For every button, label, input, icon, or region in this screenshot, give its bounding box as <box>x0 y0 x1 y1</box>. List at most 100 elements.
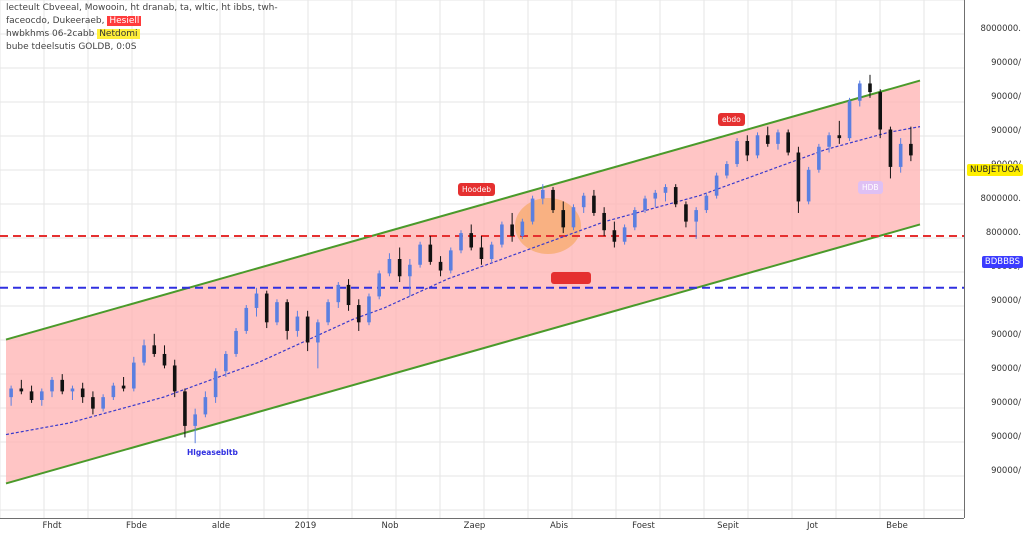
time-tick-label: Fhdt <box>42 521 62 531</box>
candle-body <box>91 397 95 409</box>
candle-body <box>142 345 146 363</box>
candle-body <box>448 250 453 271</box>
channel-lower-line <box>5 223 921 485</box>
candle-body <box>551 189 555 211</box>
annotation-tag-a[interactable]: Hoodeb <box>458 183 495 196</box>
candle-body <box>592 195 596 213</box>
candle-body <box>561 210 566 228</box>
candle-body <box>847 100 852 139</box>
candle-body <box>489 244 494 259</box>
candle-body <box>714 175 719 196</box>
price-tag-support: BDBBBS <box>981 256 1023 268</box>
time-tick-label: Abis <box>549 521 569 531</box>
chart-area[interactable]: lecteult Cbveeal, Mowooin, ht dranab, ta… <box>0 0 964 518</box>
candle-body <box>152 345 157 354</box>
candle-body <box>510 224 514 236</box>
time-tick-label: Nob <box>381 521 399 531</box>
candle-body <box>745 141 750 156</box>
time-axis[interactable]: Fhdt Fbde alde 2019 Nob Zaep Abis Foest Sepit Jot… <box>0 518 964 535</box>
annotation-tag-d[interactable]: HDB <box>858 181 883 194</box>
legend-line-3: hwbkhms 06-2cabb Netdomi <box>6 28 278 41</box>
candle-body <box>622 227 627 242</box>
price-tick-label: 90000/ <box>991 92 1021 102</box>
candle-body <box>459 233 463 251</box>
candle-body <box>305 316 310 343</box>
price-tick-label: 90000/ <box>991 398 1021 408</box>
candle-body <box>244 307 249 331</box>
price-axis[interactable]: 8000000. 90000/90000/90000/90000/8000000.… <box>964 0 1024 518</box>
candle-body <box>857 83 862 101</box>
candle-body <box>796 152 801 202</box>
candle-body <box>316 322 320 343</box>
channel-upper-line <box>5 79 921 341</box>
price-tick-label: 90000/ <box>991 364 1021 374</box>
candle-body <box>786 132 790 153</box>
price-tick-label: 800000. <box>985 228 1021 238</box>
candle-body <box>101 397 105 409</box>
legend-line-2-highlight: Hesiell <box>107 16 142 26</box>
candle-body <box>817 146 821 170</box>
price-tick-label: 90000/ <box>991 330 1021 340</box>
candle-body <box>346 284 351 306</box>
legend-line-3-text: hwbkhms 06-2cabb <box>6 29 95 39</box>
price-tag-current: NUBJETUOA <box>966 164 1023 176</box>
candle-body <box>479 247 484 259</box>
candle-body <box>213 371 218 398</box>
candle-body <box>193 414 197 426</box>
candle-body <box>183 391 187 426</box>
candle-body <box>387 259 392 274</box>
price-tick-label: 90000/ <box>991 466 1021 476</box>
candle-body <box>540 189 545 199</box>
time-tick-label: Sepit <box>717 521 739 531</box>
candle-body <box>694 210 698 222</box>
time-tick-label: Bebe <box>886 521 908 531</box>
price-chart[interactable] <box>0 0 964 518</box>
candle-body <box>438 261 443 271</box>
price-channel <box>6 80 920 484</box>
legend-line-4: bube tdeelsutis GOLDB, 0:0S <box>6 42 137 52</box>
candle-body <box>80 388 85 398</box>
price-tick-label: 8000000. <box>980 24 1021 34</box>
annotation-red-marker[interactable] <box>551 272 591 284</box>
candle-body <box>111 385 116 398</box>
candle-body <box>326 302 330 323</box>
time-tick-label: alde <box>211 521 231 531</box>
candle-body <box>234 330 238 354</box>
price-tick-label: 90000/ <box>991 432 1021 442</box>
candle-body <box>132 362 136 389</box>
price-tick-label: 8000000. <box>980 194 1021 204</box>
price-tick-label: 90000/ <box>991 296 1021 306</box>
candle-body <box>878 92 883 130</box>
candle-body <box>725 164 729 176</box>
candle-body <box>663 187 668 193</box>
candle-body <box>377 273 382 297</box>
highlight-zone <box>515 198 581 254</box>
legend-line-2-text: faceocdo, Dukeeraeb, <box>6 16 105 26</box>
candle-body <box>408 264 412 277</box>
annotation-tag-b[interactable]: ebdo <box>718 113 745 126</box>
time-tick-label: Zaep <box>463 521 486 531</box>
candle-body <box>806 169 811 202</box>
moving-average-line <box>5 126 921 436</box>
candle-body <box>367 296 371 323</box>
candle-body <box>520 221 525 236</box>
price-tick-label: 90000/ <box>991 126 1021 136</box>
time-tick-label: Fbde <box>126 521 147 531</box>
candle-body <box>428 244 433 262</box>
candle-body <box>224 353 228 372</box>
annotation-tag-c[interactable]: Hlgeasebltb <box>187 448 238 457</box>
candle-body <box>162 353 167 366</box>
candle-body <box>755 135 760 156</box>
candle-body <box>121 385 126 389</box>
candle-body <box>653 192 658 199</box>
candle-body <box>776 132 780 144</box>
time-tick-label: Jot <box>806 521 819 531</box>
chart-legend: lecteult Cbveeal, Mowooin, ht dranab, ta… <box>6 2 278 54</box>
candle-body <box>295 316 300 331</box>
candle-body <box>418 244 422 265</box>
candle-body <box>264 293 269 323</box>
candle-body <box>571 207 576 228</box>
candle-body <box>581 195 586 208</box>
candle-body <box>633 210 637 228</box>
candle-body <box>254 293 259 308</box>
